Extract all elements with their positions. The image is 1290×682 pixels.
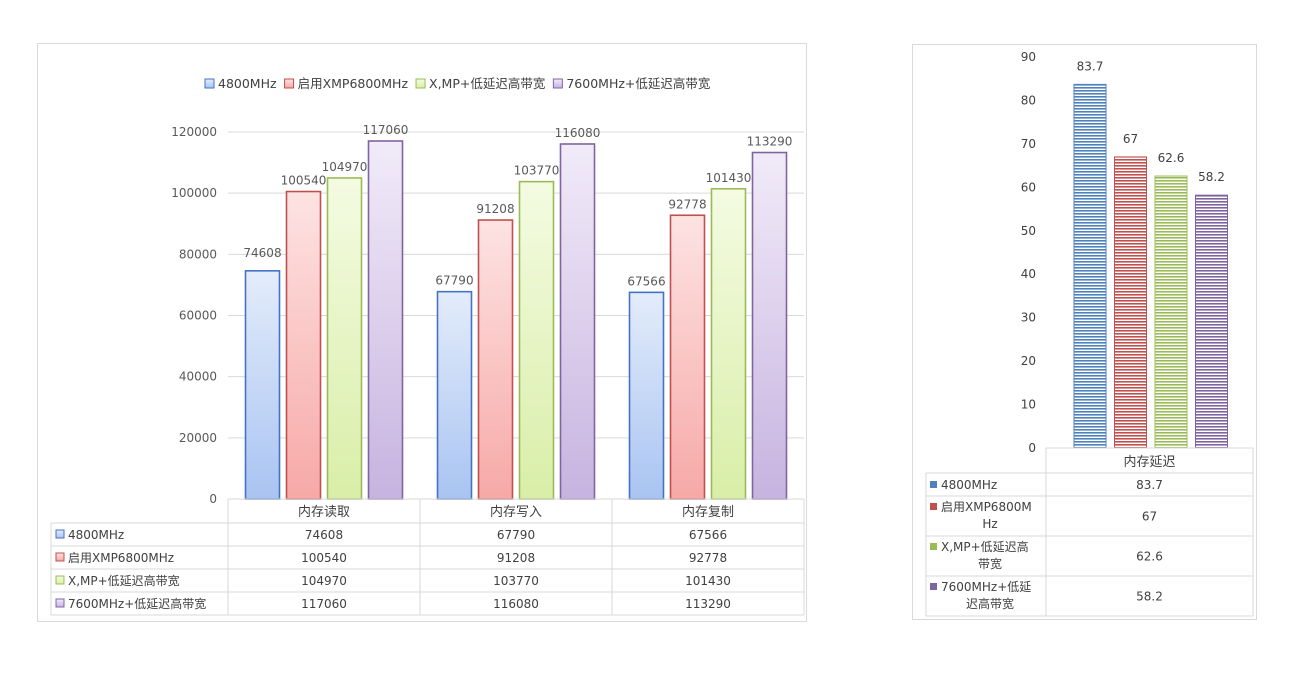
- table-legend-key: [930, 503, 937, 510]
- table-legend-key: [55, 598, 65, 608]
- table-cell: 67790: [497, 528, 535, 542]
- legend-entry: X,MP+低延迟高带宽: [429, 76, 545, 91]
- legend-entry: 4800MHz: [218, 76, 277, 91]
- table-cell: 67566: [689, 528, 727, 542]
- y-tick-label: 10: [1021, 398, 1036, 412]
- data-label: 67790: [435, 274, 473, 288]
- latency-chart-panel: 0 10 20 30 40 50 60 70 80 90 83.7 67 62.6 58.2 内存延迟 480…: [912, 44, 1257, 620]
- bar: [518, 180, 555, 500]
- bar: [751, 151, 788, 500]
- bar: [326, 177, 363, 500]
- table-cell: 83.7: [1136, 478, 1163, 492]
- bar: [710, 187, 747, 500]
- legend-entry: 启用XMP6800MHz: [298, 76, 409, 91]
- table-cell: 117060: [301, 597, 347, 611]
- table-row-label: 7600MHz+低延迟高带宽: [68, 596, 206, 611]
- table-row-label: 启用XMP6800MHz: [68, 551, 174, 565]
- table-cell: 67: [1142, 510, 1157, 524]
- table-cell: 101430: [685, 574, 731, 588]
- y-tick-label: 60000: [179, 309, 217, 323]
- bandwidth-chart: 0 20000 40000 60000 80000 100000 120000 4800MHz…: [50, 76, 805, 616]
- table-cell: 116080: [493, 597, 539, 611]
- table-cell: 113290: [685, 597, 731, 611]
- y-tick-label: 40: [1021, 267, 1036, 281]
- data-label: 58.2: [1198, 170, 1225, 184]
- y-tick-label: 0: [1028, 441, 1036, 455]
- data-label: 103770: [514, 164, 560, 178]
- data-label: 101430: [706, 171, 752, 185]
- bar: [477, 219, 514, 500]
- data-label: 117060: [363, 123, 409, 137]
- table-row-label: 4800MHz: [68, 528, 124, 542]
- table-legend-key: [930, 481, 937, 488]
- table-cell: 91208: [497, 551, 535, 565]
- table-cell: 104970: [301, 574, 347, 588]
- bar: [1195, 194, 1228, 449]
- bar: [367, 140, 404, 500]
- table-row-label: 4800MHz: [941, 478, 997, 492]
- table-cell: 58.2: [1136, 590, 1163, 604]
- y-tick-label: 50: [1021, 224, 1036, 238]
- y-tick-label: 0: [209, 492, 217, 506]
- table-legend-key: [55, 575, 65, 585]
- bar: [1114, 156, 1147, 449]
- legend-entry: 7600MHz+低延迟高带宽: [566, 76, 710, 91]
- table-row-label: X,MP+低延迟高带宽: [68, 573, 180, 588]
- table-cell: 74608: [305, 528, 343, 542]
- y-tick-label: 100000: [171, 186, 217, 200]
- data-label: 113290: [747, 135, 793, 149]
- table-cell: 103770: [493, 574, 539, 588]
- data-label: 100540: [281, 174, 327, 188]
- legend-swatch: [552, 78, 563, 89]
- table-legend-key: [55, 552, 65, 562]
- data-label: 91208: [476, 202, 514, 216]
- category-label: 内存读取: [298, 504, 350, 520]
- bar: [1154, 175, 1188, 449]
- y-tick-label: 30: [1021, 311, 1036, 325]
- bar: [244, 270, 281, 500]
- bar: [1073, 83, 1107, 449]
- bar: [436, 290, 473, 500]
- data-label: 104970: [322, 160, 368, 174]
- table-cell: 62.6: [1136, 550, 1163, 564]
- table-legend-key: [930, 583, 937, 590]
- data-label: 62.6: [1158, 151, 1185, 165]
- table-row-label: 7600MHz+低延迟高带宽: [941, 580, 1031, 611]
- bar: [669, 214, 706, 500]
- category-label: 内存延迟: [1123, 454, 1175, 470]
- table-cell: 100540: [301, 551, 347, 565]
- data-label: 67566: [627, 274, 665, 288]
- y-tick-label: 40000: [179, 370, 217, 384]
- table-cell: 92778: [689, 551, 727, 565]
- category-label: 内存复制: [682, 504, 734, 520]
- bar: [628, 291, 665, 500]
- category-label: 内存写入: [490, 504, 542, 520]
- data-label: 116080: [555, 126, 601, 140]
- bandwidth-chart-panel: 0 20000 40000 60000 80000 100000 120000 4800MHz…: [37, 43, 807, 622]
- bar: [285, 190, 322, 500]
- legend-swatch: [204, 78, 215, 89]
- data-label: 67: [1123, 132, 1138, 146]
- y-tick-label: 80: [1021, 93, 1036, 107]
- y-tick-label: 20000: [179, 431, 217, 445]
- data-label: 74608: [243, 246, 281, 260]
- legend-swatch: [284, 78, 295, 89]
- data-label: 92778: [668, 197, 706, 211]
- table-legend-key: [930, 543, 937, 550]
- table-legend-key: [55, 529, 65, 539]
- latency-chart: 0 10 20 30 40 50 60 70 80 90 83.7 67 62.6 58.2 内存延迟 480…: [925, 50, 1254, 617]
- y-tick-label: 120000: [171, 125, 217, 139]
- y-tick-label: 90: [1021, 50, 1036, 64]
- y-tick-label: 60: [1021, 180, 1036, 194]
- y-tick-label: 70: [1021, 137, 1036, 151]
- bar: [559, 143, 596, 500]
- y-tick-label: 80000: [179, 247, 217, 261]
- legend-swatch: [415, 78, 426, 89]
- data-label: 83.7: [1077, 59, 1104, 73]
- y-tick-label: 20: [1021, 354, 1036, 368]
- table-row-label: X,MP+低延迟高带宽: [941, 539, 1029, 571]
